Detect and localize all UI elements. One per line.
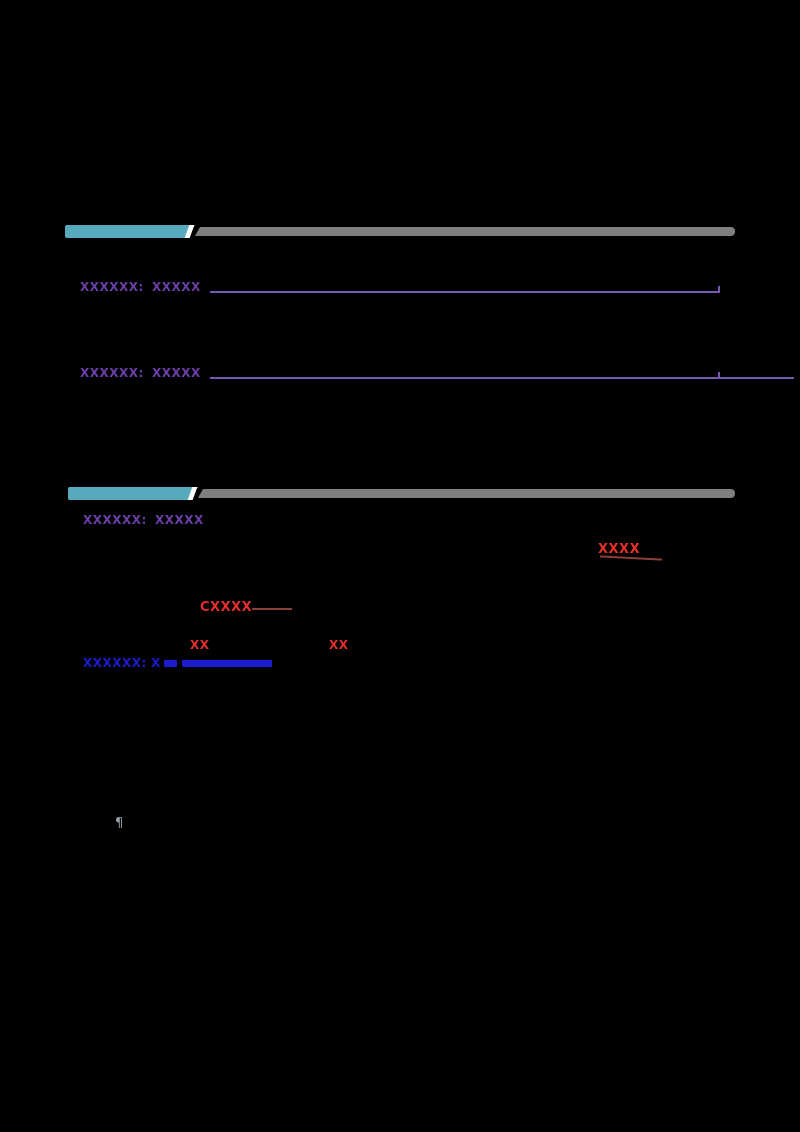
formula-fragment: CXXXX: [200, 600, 253, 615]
blue-answer-label: XXXXXX:: [83, 656, 147, 670]
banner-gray-segment: [198, 489, 735, 498]
blue-dash-segment: [182, 660, 272, 667]
question-label: XXXXXX:: [80, 280, 144, 294]
paragraph-mark-icon: ¶: [115, 816, 124, 831]
formula-fragment: XX: [329, 638, 349, 652]
red-annotation: XXXX: [598, 542, 641, 557]
blue-dash-bar: [164, 660, 272, 667]
section-heading-value: XXXXX: [155, 513, 204, 527]
line-end-tick: [718, 286, 720, 293]
formula-fragment: XX: [190, 638, 210, 652]
question-value: XXXXX: [152, 366, 201, 380]
blue-answer-value: X: [151, 656, 161, 670]
question-value: XXXXX: [152, 280, 201, 294]
answer-blank-line: [210, 291, 720, 293]
red-annotation-underline: [599, 555, 663, 561]
banner-teal-segment: [65, 225, 195, 238]
line-end-tick: [718, 372, 720, 379]
formula-bond-line: [252, 608, 292, 610]
section1-banner: [65, 225, 735, 238]
section2-banner: [68, 487, 735, 500]
blue-dash-segment: [164, 660, 177, 667]
banner-gray-segment: [195, 227, 735, 236]
question-label: XXXXXX:: [80, 366, 144, 380]
section-heading-label: XXXXXX:: [83, 513, 147, 527]
banner-teal-segment: [68, 487, 198, 500]
answer-blank-line: [210, 377, 794, 379]
